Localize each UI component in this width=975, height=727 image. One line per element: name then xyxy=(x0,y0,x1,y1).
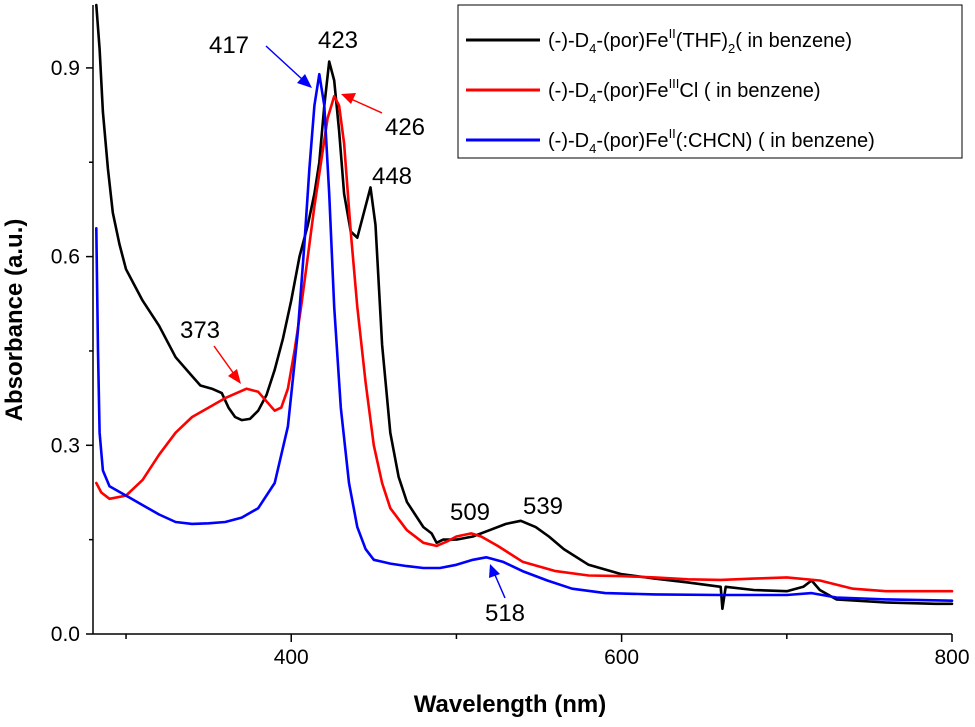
peak-label-426: 426 xyxy=(385,114,425,141)
peak-label-509: 509 xyxy=(450,499,490,526)
legend-items: (-)-D4-(por)FeII(THF)2( in benzene) (-)-D… xyxy=(466,26,875,156)
y-axis-title: Absorbance (a.u.) xyxy=(1,219,28,422)
y-tick-label-3: 0.9 xyxy=(51,57,80,80)
peak-label-373: 373 xyxy=(180,317,220,344)
legend: (-)-D4-(por)FeII(THF)2( in benzene) (-)-D… xyxy=(457,4,963,159)
peak-label-518: 518 xyxy=(485,600,525,627)
peak-label-448: 448 xyxy=(372,163,412,190)
series-layer xyxy=(95,3,954,611)
legend-label-0: (-)-D4-(por)FeII(THF)2( in benzene) xyxy=(548,26,852,56)
series-line-0 xyxy=(95,3,954,611)
y-tick-label-0: 0.0 xyxy=(51,623,80,646)
series-line-2 xyxy=(95,72,954,602)
y-ticks: 0.0 0.3 0.6 0.9 xyxy=(51,57,93,646)
peak-label-423: 423 xyxy=(318,27,358,54)
plot-area xyxy=(95,3,954,611)
peak-label-539: 539 xyxy=(523,493,563,520)
x-ticks: 400 600 800 xyxy=(125,634,970,669)
arrow-518 xyxy=(489,564,506,599)
legend-label-2: (-)-D4-(por)FeII(:CHCN) ( in benzene) xyxy=(548,126,875,156)
series-line-1 xyxy=(95,94,954,593)
arrow-373 xyxy=(213,345,241,384)
legend-label-1: (-)-D4-(por)FeIIICl ( in benzene) xyxy=(548,76,821,106)
arrow-426 xyxy=(341,93,383,114)
arrow-417 xyxy=(265,45,312,88)
y-tick-label-2: 0.6 xyxy=(51,246,80,269)
legend-box xyxy=(457,4,963,159)
y-tick-label-1: 0.3 xyxy=(51,434,80,457)
x-tick-label-600: 600 xyxy=(604,646,639,669)
annotation-layer: 423 417 426 448 373 509 539 518 xyxy=(180,27,563,627)
x-tick-label-800: 800 xyxy=(934,646,969,669)
x-tick-label-400: 400 xyxy=(274,646,309,669)
x-axis-title: Wavelength (nm) xyxy=(414,691,606,718)
peak-label-417: 417 xyxy=(209,32,249,59)
